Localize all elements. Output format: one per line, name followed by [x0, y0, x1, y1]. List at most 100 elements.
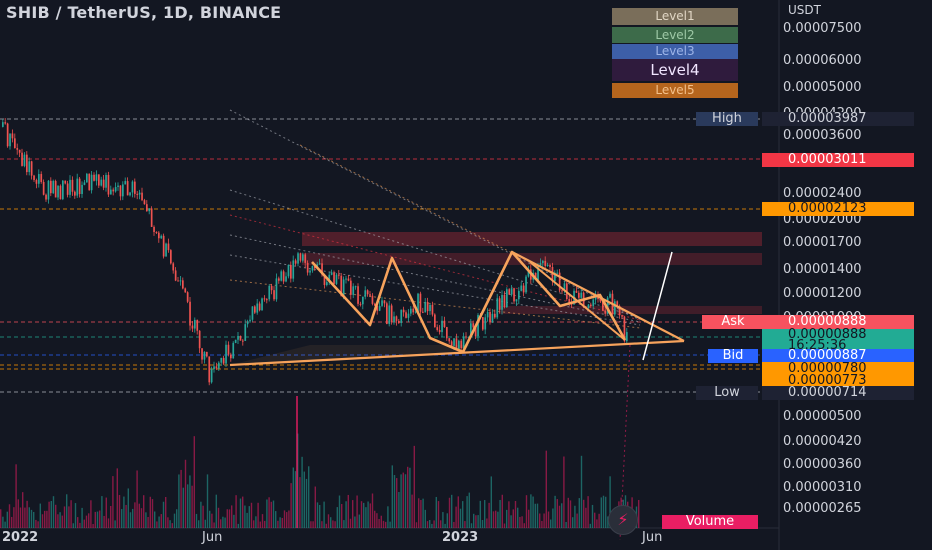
- volume-bar: [398, 492, 400, 528]
- legend-level-3[interactable]: Level3: [612, 44, 738, 59]
- volume-bar: [563, 456, 565, 528]
- candle-body: [563, 283, 566, 291]
- volume-bar: [310, 521, 312, 528]
- candle-body: [366, 290, 369, 295]
- candle-body: [503, 294, 506, 308]
- candle-body: [220, 357, 223, 363]
- candle-body: [237, 335, 239, 340]
- volume-bar: [510, 515, 512, 528]
- legend-level-1[interactable]: Level1: [612, 8, 738, 25]
- volume-bar: [433, 520, 435, 528]
- candle-body: [88, 173, 91, 191]
- candle-body: [11, 133, 14, 139]
- candle-body: [580, 292, 583, 298]
- candle-body: [592, 299, 595, 307]
- candle-body: [467, 336, 470, 338]
- volume-bar: [33, 511, 35, 528]
- volume-bar: [180, 469, 182, 528]
- volume-bar: [112, 476, 114, 528]
- volume-bar: [48, 501, 50, 528]
- volume-bar: [162, 501, 165, 528]
- volume-bar: [561, 503, 563, 528]
- volume-bar: [292, 467, 294, 528]
- volume-bar: [103, 515, 105, 528]
- price-tick: 0.00007500: [783, 21, 862, 36]
- volume-bar: [116, 468, 118, 528]
- candle-body: [359, 303, 362, 305]
- volume-bar: [479, 500, 481, 528]
- candle-body: [458, 340, 460, 350]
- volume-bar: [512, 509, 514, 528]
- volume-bar: [235, 495, 237, 528]
- price-tick: 0.00000420: [783, 434, 862, 449]
- candle-body: [273, 290, 275, 300]
- candle-body: [191, 325, 194, 329]
- volume-bar: [217, 507, 220, 528]
- legend-level-2[interactable]: Level2: [612, 27, 738, 43]
- volume-bar: [345, 501, 347, 528]
- volume-bar: [519, 516, 521, 528]
- volume-bar: [440, 520, 442, 528]
- volume-bar: [288, 510, 290, 528]
- candle-body: [618, 305, 621, 316]
- candle-body: [309, 270, 311, 273]
- candle-body: [122, 184, 124, 197]
- candle-body: [453, 338, 455, 346]
- volume-bar: [523, 523, 525, 528]
- volume-bar: [503, 523, 506, 528]
- candle-body: [515, 299, 518, 302]
- volume-bar: [580, 455, 583, 528]
- volume-bar: [268, 497, 270, 528]
- candle-body: [210, 369, 213, 383]
- volume-bar: [79, 522, 81, 528]
- candle-body: [578, 292, 580, 298]
- volume-bar: [136, 470, 138, 528]
- fan-line: [229, 279, 641, 329]
- candle-body: [249, 319, 251, 322]
- ask-label: Ask: [702, 315, 764, 329]
- candle-body: [482, 317, 484, 330]
- volume-bar: [35, 519, 37, 528]
- legend-level-5[interactable]: Level5: [612, 83, 738, 98]
- candle-body: [338, 274, 340, 276]
- lightning-icon[interactable]: ⚡: [608, 505, 638, 535]
- candle-body: [290, 264, 292, 279]
- volume-bar: [228, 509, 231, 528]
- price-tick: 0.00003600: [783, 128, 862, 143]
- volume-bar: [200, 501, 202, 528]
- candle-body: [90, 174, 93, 191]
- candle-body: [66, 183, 69, 195]
- candle-body: [388, 305, 391, 324]
- volume-bar: [594, 512, 596, 528]
- candle-body: [381, 300, 383, 306]
- candle-body: [203, 351, 206, 360]
- candle-body: [239, 335, 242, 341]
- volume-bar: [382, 520, 385, 528]
- volume-bar: [429, 519, 431, 528]
- volume-bar: [402, 472, 404, 528]
- candle-body: [431, 304, 434, 315]
- candle-body: [52, 180, 55, 194]
- candle-body: [174, 270, 177, 281]
- volume-bar: [132, 508, 134, 528]
- candle-body: [278, 278, 280, 281]
- volume-bar: [501, 494, 503, 528]
- candle-body: [501, 294, 503, 310]
- volume-bar: [204, 519, 206, 528]
- candle-body: [153, 226, 155, 232]
- candle-body: [62, 180, 64, 200]
- legend-level-4[interactable]: Level4: [612, 59, 738, 81]
- volume-bar: [19, 507, 22, 528]
- volume-bar: [552, 508, 554, 528]
- candle-body: [407, 313, 410, 318]
- candle-body: [438, 329, 441, 333]
- candle-body: [38, 174, 40, 184]
- volume-bar: [605, 496, 607, 528]
- volume-bar: [224, 517, 226, 528]
- candle-body: [232, 342, 235, 359]
- candle-body: [537, 266, 539, 281]
- volume-bar: [453, 521, 455, 528]
- volume-bar: [400, 474, 402, 528]
- x-tick-jun-2022: Jun: [202, 530, 223, 545]
